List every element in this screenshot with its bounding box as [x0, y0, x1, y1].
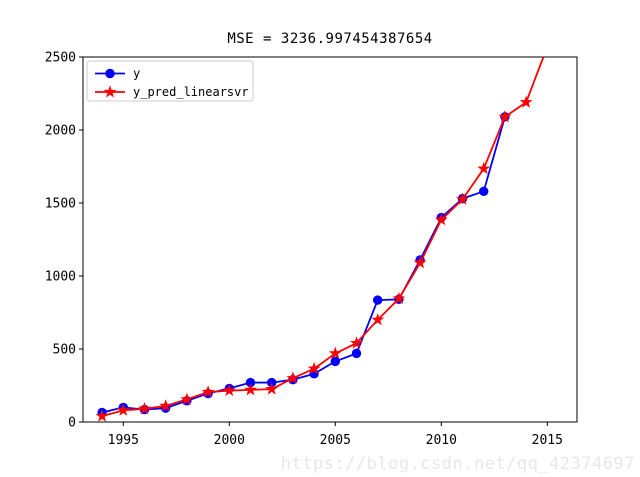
- marker-star: [138, 402, 151, 415]
- marker-star: [519, 95, 533, 108]
- plot-border: [82, 56, 578, 423]
- watermark: https://blog.csdn.net/qq_42374697: [281, 454, 635, 474]
- marker-circle: [330, 356, 341, 367]
- legend: y y_pred_linearsvr: [86, 60, 254, 102]
- x-tick-label: 2010: [426, 433, 457, 448]
- marker-circle: [351, 348, 362, 359]
- legend-label: y: [133, 67, 140, 81]
- marker-star: [350, 336, 363, 349]
- x-tick-label: 1995: [108, 433, 139, 448]
- marker-star: [159, 399, 173, 412]
- x-tick-label: 2000: [214, 433, 245, 448]
- marker-star: [95, 409, 109, 422]
- axes: 1995 2000 2005 2010 2015 0 500 1000 1500 2000 2500: [45, 51, 578, 448]
- marker-circle: [245, 377, 256, 388]
- y-tick-label: 2500: [45, 51, 76, 66]
- series-layer: [95, 40, 554, 422]
- series-y: [97, 112, 510, 418]
- marker-circle: [373, 295, 383, 305]
- marker-star: [116, 403, 130, 416]
- y-tick-label: 2000: [45, 124, 76, 139]
- marker-star: [180, 392, 194, 405]
- marker-star: [541, 40, 554, 52]
- series-line-y: [101, 116, 506, 414]
- y-tick-label: 1000: [45, 270, 76, 285]
- legend-marker-circle: [105, 68, 115, 79]
- marker-star: [307, 361, 321, 375]
- chart-title: MSE = 3236.997454387654: [227, 31, 432, 47]
- marker-star: [498, 110, 512, 123]
- x-tick-label: 2005: [320, 433, 351, 448]
- marker-star: [434, 212, 448, 226]
- series-line-y_pred_linearsvr: [101, 57, 545, 418]
- marker-star: [244, 383, 257, 396]
- series-y_pred_linearsvr: [95, 40, 554, 422]
- marker-star: [371, 313, 385, 326]
- y-tick-label: 0: [68, 416, 76, 431]
- marker-star: [477, 161, 491, 175]
- marker-star: [265, 382, 279, 395]
- legend-box: [86, 60, 254, 102]
- marker-star: [286, 371, 300, 384]
- x-tick-label: 2015: [532, 433, 563, 448]
- marker-star: [392, 291, 406, 305]
- marker-star: [328, 346, 342, 359]
- marker-circle: [479, 186, 489, 197]
- legend-marker-star: [103, 85, 117, 98]
- y-tick-label: 1500: [45, 197, 76, 212]
- marker-star: [201, 385, 215, 398]
- y-tick-label: 500: [53, 343, 76, 358]
- marker-star: [413, 256, 427, 269]
- legend-label: y_pred_linearsvr: [133, 85, 249, 99]
- marker-star: [456, 192, 469, 205]
- marker-star: [222, 383, 236, 397]
